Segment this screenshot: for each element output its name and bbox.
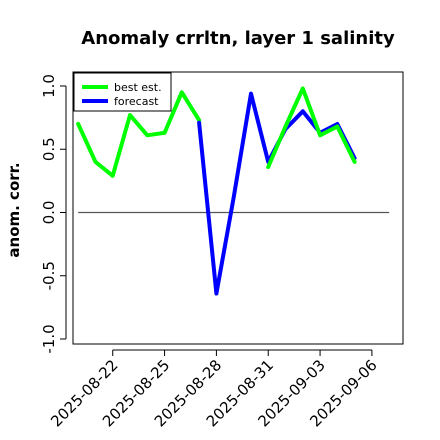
y-tick-label: 1.0	[40, 74, 58, 98]
y-tick-label: 0.0	[40, 201, 58, 225]
chart-title: Anomaly crrltn, layer 1 salinity	[81, 28, 395, 49]
y-tick-label: 0.5	[40, 137, 58, 161]
plot-frame	[72, 71, 404, 345]
series-line-best-est-0	[76, 90, 202, 178]
y-tick-label: -0.5	[40, 261, 58, 290]
legend: best est.forecast	[73, 72, 172, 112]
legend-label: best est.	[114, 81, 162, 94]
legend-label: forecast	[114, 95, 159, 108]
series-line-forecast-1	[197, 91, 357, 296]
series-line-best-est-continued-2	[266, 86, 357, 169]
y-axis-label: anom. corr.	[5, 162, 23, 257]
legend-box	[73, 72, 172, 112]
y-tick-label: -1.0	[40, 324, 58, 353]
